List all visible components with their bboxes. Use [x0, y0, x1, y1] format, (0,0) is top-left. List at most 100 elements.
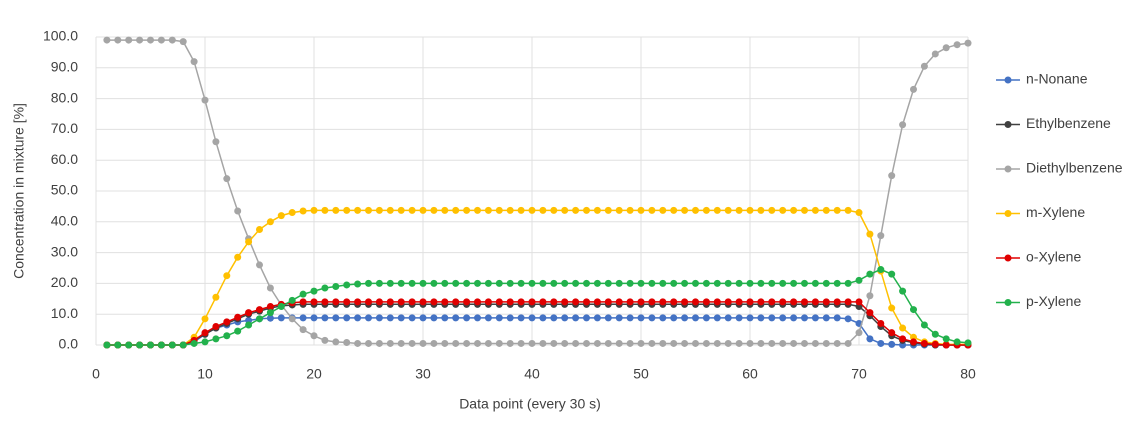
data-point: [223, 175, 231, 183]
data-point: [266, 314, 274, 322]
data-point: [877, 232, 885, 240]
data-point: [659, 206, 667, 214]
y-tick-label: 10.0: [51, 305, 78, 321]
data-point: [844, 298, 852, 306]
data-point: [386, 279, 394, 287]
data-point: [375, 298, 383, 306]
y-tick-label: 50.0: [51, 182, 78, 198]
data-point: [550, 298, 558, 306]
data-point: [670, 279, 678, 287]
data-point: [822, 206, 830, 214]
data-point: [899, 324, 907, 332]
legend-marker: [1004, 165, 1012, 173]
data-point: [572, 279, 580, 287]
data-point: [910, 338, 917, 346]
data-point: [899, 121, 907, 129]
data-point: [495, 206, 503, 214]
data-point: [157, 341, 165, 349]
data-point: [866, 335, 874, 343]
y-tick-label: 70.0: [51, 120, 78, 136]
data-point: [615, 206, 623, 214]
data-point: [223, 318, 231, 326]
data-point: [953, 338, 961, 346]
data-point: [386, 206, 394, 214]
data-point: [365, 206, 372, 214]
legend-label: p-Xylene: [1026, 293, 1081, 309]
data-point: [626, 298, 634, 306]
data-point: [441, 314, 449, 322]
data-point: [637, 314, 645, 322]
data-point: [517, 279, 525, 287]
data-point: [266, 218, 274, 226]
data-point: [561, 298, 569, 306]
data-point: [147, 341, 154, 349]
data-point: [572, 314, 580, 322]
data-point: [811, 298, 819, 306]
x-tick-label: 10: [197, 366, 213, 382]
data-point: [790, 206, 798, 214]
x-tick-label: 0: [92, 366, 100, 382]
data-point: [888, 304, 896, 312]
data-point: [332, 338, 340, 346]
data-point: [277, 314, 285, 322]
data-point: [343, 206, 351, 214]
data-point: [702, 339, 710, 347]
legend-label: n-Nonane: [1026, 71, 1088, 87]
data-point: [266, 309, 274, 317]
data-point: [855, 209, 863, 217]
data-point: [397, 279, 405, 287]
data-point: [528, 279, 536, 287]
data-point: [266, 284, 274, 292]
data-point: [550, 279, 558, 287]
data-point: [692, 206, 699, 214]
data-point: [681, 279, 689, 287]
data-point: [332, 314, 340, 322]
data-point: [626, 339, 634, 347]
data-point: [702, 206, 710, 214]
data-point: [550, 339, 558, 347]
data-point: [495, 314, 503, 322]
data-point: [604, 279, 612, 287]
y-tick-label: 100.0: [43, 28, 78, 44]
data-point: [561, 279, 569, 287]
data-point: [811, 206, 819, 214]
data-point: [321, 298, 329, 306]
data-point: [463, 279, 471, 287]
data-point: [103, 36, 111, 44]
data-point: [604, 206, 612, 214]
data-point: [811, 314, 819, 322]
data-point: [866, 230, 874, 238]
data-point: [365, 298, 372, 306]
data-point: [659, 279, 667, 287]
data-point: [790, 314, 798, 322]
data-point: [801, 206, 808, 214]
data-point: [822, 279, 830, 287]
data-point: [201, 329, 209, 337]
data-point: [746, 314, 754, 322]
data-point: [157, 36, 165, 44]
data-point: [354, 298, 362, 306]
data-point: [430, 314, 438, 322]
data-point: [452, 314, 460, 322]
data-point: [801, 279, 808, 287]
data-point: [953, 41, 961, 49]
data-point: [484, 279, 492, 287]
data-point: [103, 341, 111, 349]
data-point: [713, 314, 721, 322]
data-point: [212, 335, 220, 343]
data-point: [419, 314, 427, 322]
data-point: [833, 279, 841, 287]
data-point: [212, 323, 220, 331]
data-point: [256, 226, 263, 233]
data-point: [844, 315, 852, 323]
data-point: [768, 339, 776, 347]
data-point: [855, 298, 863, 306]
data-point: [779, 206, 787, 214]
data-point: [877, 319, 885, 327]
data-point: [648, 206, 656, 214]
data-point: [321, 336, 329, 344]
data-point: [179, 38, 187, 46]
data-point: [212, 138, 220, 146]
data-point: [833, 339, 841, 347]
data-point: [615, 279, 623, 287]
